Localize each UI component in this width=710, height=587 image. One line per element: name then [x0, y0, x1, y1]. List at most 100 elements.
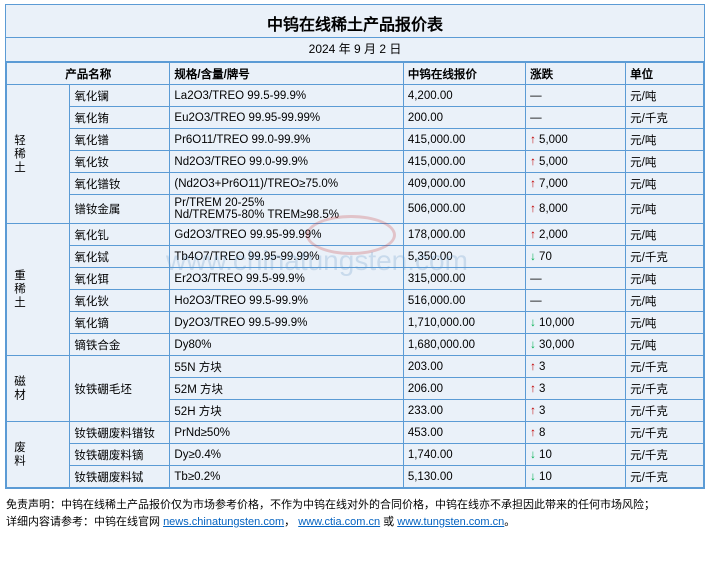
- unit-cell: 元/吨: [626, 85, 704, 107]
- table-body: 轻稀土氧化镧La2O3/TREO 99.5-99.9%4,200.00—元/吨氧…: [7, 85, 704, 488]
- unit-cell: 元/吨: [626, 290, 704, 312]
- unit-cell: 元/千克: [626, 356, 704, 378]
- change-cell: ↑ 5,000: [526, 129, 626, 151]
- change-cell: ↓ 10: [526, 444, 626, 466]
- table-row: 钕铁硼废料铽Tb≥0.2%5,130.00↓ 10元/千克: [7, 466, 704, 488]
- unit-cell: 元/吨: [626, 195, 704, 224]
- spec-cell: Dy≥0.4%: [170, 444, 403, 466]
- spec-cell: Pr6O11/TREO 99.0-99.9%: [170, 129, 403, 151]
- category-cell: 重稀土: [7, 224, 70, 356]
- product-name-cell: 氧化钆: [70, 224, 170, 246]
- table-title: 中钨在线稀土产品报价表: [6, 5, 704, 38]
- table-row: 镝铁合金Dy80%1,680,000.00↓ 30,000元/吨: [7, 334, 704, 356]
- price-table: 产品名称 规格/含量/牌号 中钨在线报价 涨跌 单位 轻稀土氧化镧La2O3/T…: [6, 62, 704, 488]
- product-name-cell: 钕铁硼废料镝: [70, 444, 170, 466]
- category-cell: 废料: [7, 422, 70, 488]
- table-date: 2024 年 9 月 2 日: [6, 38, 704, 62]
- product-name-cell: 镨钕金属: [70, 195, 170, 224]
- price-cell: 178,000.00: [403, 224, 525, 246]
- unit-cell: 元/千克: [626, 378, 704, 400]
- price-cell: 1,680,000.00: [403, 334, 525, 356]
- footer-disclaimer: 免责声明：中钨在线稀土产品报价仅为市场参考价格，不作为中钨在线对外的合同价格，中…: [0, 493, 710, 534]
- price-cell: 315,000.00: [403, 268, 525, 290]
- unit-cell: 元/千克: [626, 400, 704, 422]
- unit-cell: 元/吨: [626, 334, 704, 356]
- spec-cell: 52M 方块: [170, 378, 403, 400]
- change-cell: —: [526, 268, 626, 290]
- change-cell: ↑ 5,000: [526, 151, 626, 173]
- table-row: 轻稀土氧化镧La2O3/TREO 99.5-99.9%4,200.00—元/吨: [7, 85, 704, 107]
- product-name-cell: 氧化钬: [70, 290, 170, 312]
- unit-cell: 元/吨: [626, 224, 704, 246]
- product-name-cell: 钕铁硼废料铽: [70, 466, 170, 488]
- table-row: 磁材钕铁硼毛坯55N 方块203.00↑ 3元/千克: [7, 356, 704, 378]
- table-row: 氧化铽Tb4O7/TREO 99.95-99.99%5,350.00↓ 70元/…: [7, 246, 704, 268]
- table-row: 钕铁硼废料镝Dy≥0.4%1,740.00↓ 10元/千克: [7, 444, 704, 466]
- table-row: 废料钕铁硼废料镨钕PrNd≥50%453.00↑ 8元/千克: [7, 422, 704, 444]
- product-name-cell: 钕铁硼废料镨钕: [70, 422, 170, 444]
- unit-cell: 元/千克: [626, 107, 704, 129]
- price-cell: 415,000.00: [403, 151, 525, 173]
- spec-cell: Nd2O3/TREO 99.0-99.9%: [170, 151, 403, 173]
- price-cell: 206.00: [403, 378, 525, 400]
- footer-line1: 免责声明：中钨在线稀土产品报价仅为市场参考价格，不作为中钨在线对外的合同价格，中…: [6, 499, 655, 511]
- table-row: 氧化镝Dy2O3/TREO 99.5-99.9%1,710,000.00↓ 10…: [7, 312, 704, 334]
- change-cell: ↓ 70: [526, 246, 626, 268]
- unit-cell: 元/吨: [626, 312, 704, 334]
- price-cell: 516,000.00: [403, 290, 525, 312]
- price-cell: 5,130.00: [403, 466, 525, 488]
- product-name-cell: 氧化钕: [70, 151, 170, 173]
- price-cell: 233.00: [403, 400, 525, 422]
- price-cell: 1,710,000.00: [403, 312, 525, 334]
- header-change: 涨跌: [526, 63, 626, 85]
- product-name-cell: 氧化镧: [70, 85, 170, 107]
- header-unit: 单位: [626, 63, 704, 85]
- change-cell: —: [526, 290, 626, 312]
- footer-line2-prefix: 详细内容请参考：中钨在线官网: [6, 516, 163, 528]
- spec-cell: Gd2O3/TREO 99.95-99.99%: [170, 224, 403, 246]
- category-cell: 轻稀土: [7, 85, 70, 224]
- change-cell: —: [526, 107, 626, 129]
- change-cell: —: [526, 85, 626, 107]
- spec-cell: Dy2O3/TREO 99.5-99.9%: [170, 312, 403, 334]
- spec-cell: Dy80%: [170, 334, 403, 356]
- footer-link-2[interactable]: www.ctia.com.cn: [298, 516, 380, 528]
- change-cell: ↑ 3: [526, 400, 626, 422]
- spec-cell: Tb4O7/TREO 99.95-99.99%: [170, 246, 403, 268]
- footer-link-1[interactable]: news.chinatungsten.com: [163, 516, 284, 528]
- product-name-cell: 氧化镨钕: [70, 173, 170, 195]
- product-name-cell: 氧化镝: [70, 312, 170, 334]
- header-spec: 规格/含量/牌号: [170, 63, 403, 85]
- table-row: 氧化镨钕(Nd2O3+Pr6O11)/TREO≥75.0%409,000.00↑…: [7, 173, 704, 195]
- change-cell: ↑ 8: [526, 422, 626, 444]
- price-cell: 506,000.00: [403, 195, 525, 224]
- unit-cell: 元/吨: [626, 268, 704, 290]
- change-cell: ↑ 2,000: [526, 224, 626, 246]
- header-name: 产品名称: [7, 63, 170, 85]
- spec-cell: Tb≥0.2%: [170, 466, 403, 488]
- change-cell: ↑ 3: [526, 356, 626, 378]
- price-table-container: 中钨在线稀土产品报价表 2024 年 9 月 2 日 产品名称 规格/含量/牌号…: [5, 4, 705, 489]
- change-cell: ↓ 10,000: [526, 312, 626, 334]
- table-row: 重稀土氧化钆Gd2O3/TREO 99.95-99.99%178,000.00↑…: [7, 224, 704, 246]
- spec-cell: 55N 方块: [170, 356, 403, 378]
- spec-cell: PrNd≥50%: [170, 422, 403, 444]
- spec-cell: Eu2O3/TREO 99.95-99.99%: [170, 107, 403, 129]
- table-row: 氧化钕Nd2O3/TREO 99.0-99.9%415,000.00↑ 5,00…: [7, 151, 704, 173]
- unit-cell: 元/吨: [626, 129, 704, 151]
- price-cell: 203.00: [403, 356, 525, 378]
- spec-cell: La2O3/TREO 99.5-99.9%: [170, 85, 403, 107]
- price-cell: 409,000.00: [403, 173, 525, 195]
- spec-cell: Pr/TREM 20-25%Nd/TREM75-80% TREM≥98.5%: [170, 195, 403, 224]
- change-cell: ↑ 3: [526, 378, 626, 400]
- footer-link-3[interactable]: www.tungsten.com.cn: [397, 516, 504, 528]
- spec-cell: Er2O3/TREO 99.5-99.9%: [170, 268, 403, 290]
- table-row: 氧化铕Eu2O3/TREO 99.95-99.99%200.00—元/千克: [7, 107, 704, 129]
- price-cell: 453.00: [403, 422, 525, 444]
- price-cell: 4,200.00: [403, 85, 525, 107]
- price-cell: 5,350.00: [403, 246, 525, 268]
- unit-cell: 元/千克: [626, 246, 704, 268]
- table-row: 氧化镨Pr6O11/TREO 99.0-99.9%415,000.00↑ 5,0…: [7, 129, 704, 151]
- product-name-cell: 氧化镨: [70, 129, 170, 151]
- spec-cell: Ho2O3/TREO 99.5-99.9%: [170, 290, 403, 312]
